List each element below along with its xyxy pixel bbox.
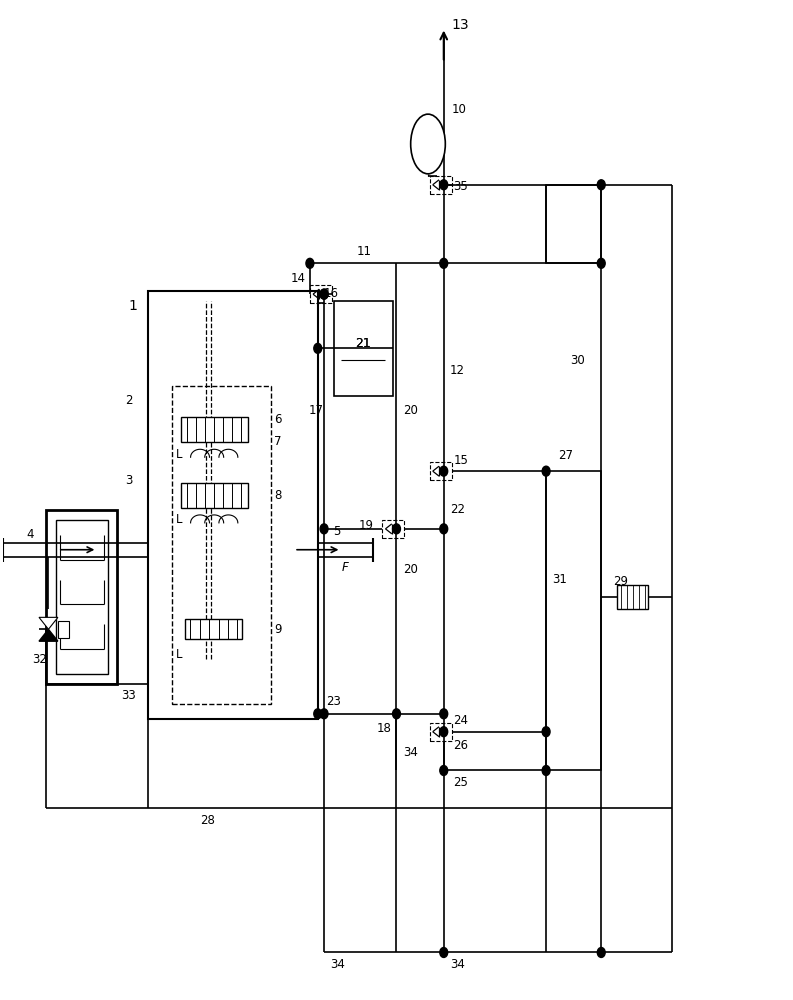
- Circle shape: [320, 524, 328, 534]
- Text: L: L: [176, 448, 182, 461]
- Text: 11: 11: [357, 245, 372, 258]
- Circle shape: [597, 180, 605, 190]
- Ellipse shape: [411, 114, 446, 174]
- Text: 3: 3: [125, 474, 132, 487]
- Text: 6: 6: [274, 413, 282, 426]
- Bar: [181, 417, 247, 442]
- Bar: [58, 621, 69, 638]
- Text: 33: 33: [121, 689, 136, 702]
- Text: 8: 8: [274, 489, 282, 502]
- Polygon shape: [39, 617, 58, 629]
- Text: 34: 34: [331, 958, 345, 971]
- Bar: [310, 285, 332, 303]
- Bar: [148, 291, 318, 719]
- Bar: [546, 185, 601, 263]
- Bar: [186, 619, 242, 639]
- Circle shape: [542, 766, 550, 775]
- Text: 31: 31: [553, 573, 567, 586]
- Circle shape: [440, 180, 448, 190]
- Circle shape: [440, 948, 448, 957]
- Circle shape: [440, 466, 448, 476]
- Text: 21: 21: [355, 337, 371, 350]
- Bar: [382, 520, 404, 538]
- Text: 19: 19: [358, 519, 374, 532]
- Text: 10: 10: [452, 103, 466, 116]
- Circle shape: [306, 258, 314, 268]
- Text: 9: 9: [274, 623, 282, 636]
- Circle shape: [440, 727, 448, 737]
- Bar: [56, 520, 108, 674]
- Bar: [181, 483, 247, 508]
- Text: 20: 20: [403, 563, 418, 576]
- Text: 14: 14: [290, 272, 305, 285]
- Circle shape: [542, 466, 550, 476]
- Text: L: L: [176, 513, 182, 526]
- Bar: [172, 386, 270, 704]
- Text: 13: 13: [452, 18, 469, 32]
- Text: 5: 5: [334, 525, 341, 538]
- Bar: [334, 301, 393, 396]
- Text: 15: 15: [453, 454, 468, 467]
- Text: 22: 22: [450, 503, 465, 516]
- Text: 29: 29: [613, 575, 628, 588]
- Text: 34: 34: [403, 746, 418, 759]
- Text: 20: 20: [403, 404, 418, 417]
- Circle shape: [440, 258, 448, 268]
- Text: 16: 16: [324, 287, 339, 300]
- Text: 17: 17: [308, 404, 324, 417]
- Text: 21: 21: [355, 337, 371, 350]
- Text: F: F: [341, 561, 348, 574]
- Circle shape: [597, 948, 605, 957]
- Text: 32: 32: [32, 653, 47, 666]
- Circle shape: [440, 766, 448, 775]
- Text: 18: 18: [377, 722, 392, 735]
- Text: 1: 1: [128, 299, 138, 313]
- Bar: [46, 510, 117, 684]
- Text: 26: 26: [453, 739, 468, 752]
- Bar: [617, 585, 649, 609]
- Text: 25: 25: [453, 776, 468, 789]
- Circle shape: [314, 709, 322, 719]
- Circle shape: [320, 289, 328, 299]
- Bar: [430, 723, 452, 741]
- Text: 2: 2: [125, 394, 132, 407]
- Circle shape: [320, 709, 328, 719]
- Bar: [546, 471, 601, 770]
- Circle shape: [314, 343, 322, 353]
- Circle shape: [597, 258, 605, 268]
- Text: 23: 23: [326, 695, 340, 708]
- Polygon shape: [39, 629, 58, 641]
- Circle shape: [440, 524, 448, 534]
- Text: 4: 4: [26, 528, 34, 541]
- Circle shape: [542, 727, 550, 737]
- Circle shape: [440, 709, 448, 719]
- Circle shape: [393, 524, 400, 534]
- Text: 12: 12: [450, 364, 465, 377]
- Circle shape: [320, 289, 328, 299]
- Text: 27: 27: [558, 449, 573, 462]
- Text: 28: 28: [200, 814, 215, 827]
- Text: 35: 35: [453, 180, 468, 193]
- Text: 34: 34: [450, 958, 465, 971]
- Text: 24: 24: [453, 714, 468, 727]
- Bar: [430, 176, 452, 194]
- Bar: [430, 462, 452, 480]
- Text: 30: 30: [569, 354, 584, 367]
- Text: L: L: [176, 648, 182, 661]
- Text: 7: 7: [274, 435, 282, 448]
- Circle shape: [393, 709, 400, 719]
